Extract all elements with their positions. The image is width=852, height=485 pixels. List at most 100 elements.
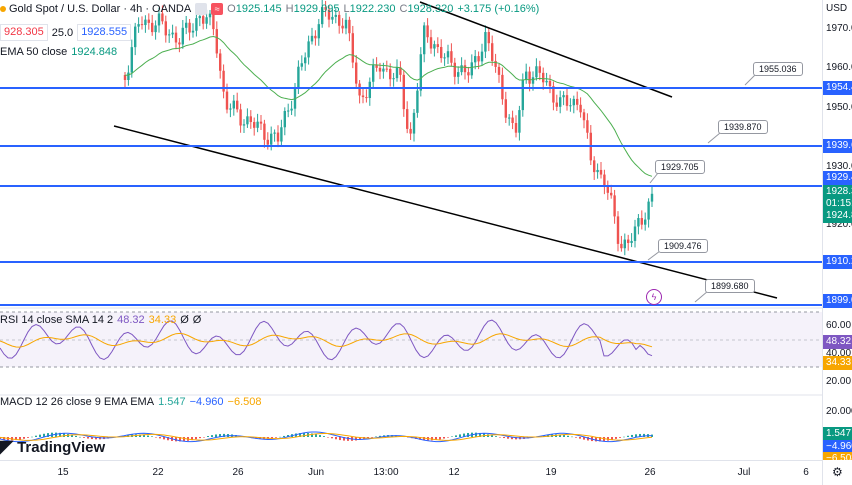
macd-hist-bar [35, 435, 37, 437]
candle-body [399, 67, 402, 75]
candle-body [579, 104, 582, 113]
candle-body [467, 72, 470, 76]
eye-icon[interactable] [195, 3, 208, 15]
wave-icon[interactable]: ≈ [211, 3, 224, 15]
macd-hist-bar [275, 437, 277, 438]
candle-body [280, 127, 283, 142]
sell-button[interactable]: 928.305 [0, 24, 48, 41]
candle-body [276, 132, 280, 142]
candle-body [477, 56, 480, 62]
callout-1899[interactable]: 1899.680 [705, 279, 755, 293]
candle-body [460, 65, 463, 73]
candle-body [358, 83, 361, 96]
price-tick: 1970.0 [826, 23, 852, 34]
rsi-sma-value: 34.33 [148, 314, 177, 326]
macd-hist-bar [419, 437, 421, 440]
candle-body [327, 9, 331, 20]
macd-hist-bar [83, 437, 85, 438]
macd-hist-bar [627, 435, 629, 437]
candle-body [253, 122, 256, 128]
symbol-title[interactable]: Gold Spot / U.S. Dollar · 4h · OANDA [9, 3, 192, 15]
callout-1909[interactable]: 1909.476 [658, 239, 708, 253]
candle-body [402, 74, 405, 110]
candle-body [616, 216, 620, 244]
macd-hist-bar [303, 432, 305, 437]
macd-hist-bar [55, 432, 57, 437]
candle-body [637, 218, 640, 227]
candle-body [208, 13, 212, 18]
macd-hist-bar [495, 436, 497, 437]
candle-body [154, 25, 157, 33]
rsi-legend[interactable]: RSI 14 close SMA 14 2 48.32 34.33 Ø Ø [0, 314, 205, 326]
ohlc-open: 1925.145 [235, 3, 282, 15]
candle-body [650, 193, 654, 202]
macd-hist-bar [327, 437, 329, 438]
candle-body [290, 108, 293, 111]
macd-hist-bar [475, 432, 477, 437]
candle-body [232, 100, 235, 109]
ema-legend[interactable]: EMA 50 close 1924.848 [0, 46, 121, 58]
macd-hist-bar [15, 437, 17, 441]
candle-body [559, 97, 562, 107]
callout-1939[interactable]: 1939.870 [718, 120, 768, 134]
macd-hist-value: 1.547 [158, 396, 186, 408]
candle-body [419, 54, 422, 91]
macd-hist-bar [27, 437, 29, 438]
macd-hist-bar [23, 437, 25, 439]
macd-hist-bar [467, 432, 469, 437]
candle-body [266, 139, 269, 145]
macd-hist-bar [47, 433, 49, 437]
macd-label: MACD 12 26 close 9 EMA EMA [0, 396, 155, 408]
candle-body [647, 201, 650, 220]
candle-body [586, 120, 589, 133]
price-tag-1939: 1939.6 [823, 139, 852, 153]
tv-icon: ◤ [0, 437, 14, 456]
macd-hist-bar [339, 437, 341, 441]
flash-icon[interactable]: ϟ [646, 289, 662, 305]
tradingview-logo[interactable]: ◤ TradingView [0, 437, 105, 457]
candle-body [321, 7, 324, 25]
candle-body [188, 22, 191, 33]
candle-body [630, 240, 633, 243]
candle-body [572, 98, 575, 106]
candle-body [219, 53, 222, 71]
candle-body [310, 35, 314, 42]
price-axis[interactable] [822, 0, 852, 485]
callout-1929[interactable]: 1929.705 [655, 160, 705, 174]
candle-body [474, 56, 477, 63]
candle-body [443, 57, 446, 59]
price-tick: 1920.0 [826, 219, 852, 230]
candle-body [633, 226, 637, 241]
time-tick: 26 [232, 467, 244, 478]
macd-hist-bar [599, 437, 601, 442]
candle-body [395, 67, 399, 79]
macd-legend[interactable]: MACD 12 26 close 9 EMA EMA 1.547 −4.960 … [0, 396, 266, 408]
macd-hist-bar [75, 435, 77, 437]
candle-body [494, 60, 497, 67]
macd-hist-bar [511, 437, 513, 440]
candle-body [249, 116, 252, 123]
candle-body [521, 79, 524, 111]
candle-body [535, 66, 538, 78]
candle-body [127, 72, 130, 80]
macd-hist-bar [479, 432, 481, 437]
candle-body [273, 132, 276, 134]
macd-hist-bar [31, 436, 33, 438]
candle-body [528, 71, 531, 84]
main-chart[interactable] [0, 0, 822, 460]
macd-hist-bar [355, 437, 357, 441]
brand-name: TradingView [17, 438, 106, 456]
macd-hist-bar [71, 434, 73, 437]
macd-hist-bar [443, 437, 445, 439]
buy-button[interactable]: 1928.555 [77, 24, 132, 41]
macd-hist-bar [615, 437, 617, 439]
candle-body [171, 32, 174, 35]
candle-body [511, 117, 514, 124]
callout-1955[interactable]: 1955.036 [753, 62, 803, 76]
macd-hist-bar [379, 435, 381, 437]
settings-gear-icon[interactable]: ⚙ [832, 465, 843, 479]
time-tick: 15 [57, 467, 69, 478]
rsi-value-4: Ø [192, 314, 202, 326]
candle-body [195, 18, 198, 31]
candle-body [450, 51, 453, 63]
